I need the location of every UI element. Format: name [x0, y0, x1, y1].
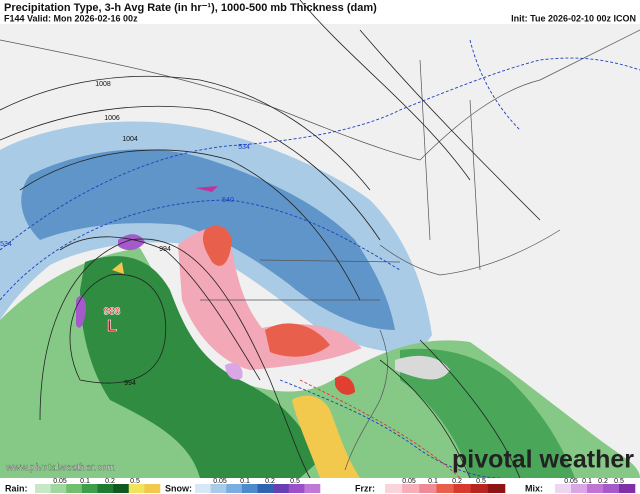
- isobar: [19, 149, 361, 301]
- legend-swatch: [603, 484, 620, 493]
- legend-swatch: [35, 484, 51, 493]
- legend-tick: 0.05: [402, 478, 416, 485]
- legend-swatch: [487, 484, 506, 493]
- isobar: [0, 105, 381, 241]
- legend: Rain: 0.05 0.1 0.2 0.5 Snow: 0.05 0.1 0.2 0.5 Frzr…: [0, 478, 640, 494]
- legend-tick: 0.2: [105, 478, 115, 485]
- watermark-url: www.pivotalweather.com: [5, 463, 116, 474]
- legend-swatch: [385, 484, 403, 493]
- watermark-brand: pivotal weather: [452, 446, 634, 474]
- legend-swatch: [436, 484, 454, 493]
- sleet-yellow: [292, 395, 360, 478]
- legend-swatch: [113, 484, 130, 493]
- sleet-yellow2: [112, 262, 124, 274]
- contour-label: 1004: [122, 136, 138, 143]
- legend-name: Mix:: [525, 483, 543, 493]
- legend-tick: 0.1: [80, 478, 90, 485]
- legend-tick: 0.5: [290, 478, 300, 485]
- legend-tick: 0.05: [564, 478, 578, 485]
- contour-label: 1006: [104, 115, 120, 122]
- legend-swatch: [470, 484, 489, 493]
- state-border: [344, 329, 388, 471]
- state-border: [419, 59, 431, 241]
- thickness-line: [0, 57, 640, 251]
- contour-label: 534: [0, 241, 12, 248]
- legend-swatch: [66, 484, 83, 493]
- isobar: [299, 0, 471, 181]
- legend-swatch: [402, 484, 420, 493]
- thickness-line: [279, 379, 501, 479]
- snow-sea: [395, 355, 450, 380]
- legend-swatch: [50, 484, 67, 493]
- state-border: [419, 29, 640, 161]
- legend-swatch: [304, 484, 321, 493]
- init-time: Init: Tue 2026-02-10 00z ICON: [511, 13, 636, 23]
- legend-swatch: [241, 484, 258, 493]
- isobar: [419, 339, 521, 479]
- contour-label: 994: [159, 246, 171, 253]
- state-border: [469, 99, 481, 271]
- legend-swatch: [273, 484, 290, 493]
- legend-swatch: [587, 484, 604, 493]
- rain-dark: [80, 256, 320, 478]
- rain-sea: [400, 348, 575, 478]
- legend-tick: 0.1: [582, 478, 592, 485]
- state-border: [0, 39, 421, 161]
- legend-swatch: [571, 484, 588, 493]
- contour-label: 1008: [95, 81, 111, 88]
- legend-tick: 0.1: [428, 478, 438, 485]
- valid-time: F144 Valid: Mon 2026-02-16 00z: [4, 13, 138, 23]
- isobar: [359, 29, 541, 221]
- mix-purple2: [76, 295, 86, 328]
- legend-tick: 0.05: [213, 478, 227, 485]
- legend-swatch: [453, 484, 472, 493]
- contour-label: 994: [124, 380, 136, 387]
- legend-tick: 0.5: [130, 478, 140, 485]
- mix-magenta: [195, 186, 218, 192]
- frzr-red1: [202, 225, 232, 266]
- frzr-red3: [335, 375, 355, 395]
- state-border: [259, 259, 401, 263]
- contour-label: 540: [222, 197, 234, 204]
- legend-swatch: [195, 484, 211, 493]
- legend-name: Snow:: [165, 483, 192, 493]
- legend-swatch: [555, 484, 572, 493]
- legend-tick: 0.2: [265, 478, 275, 485]
- contour-label: 534: [238, 144, 250, 151]
- legend-swatch: [419, 484, 437, 493]
- legend-name: Frzr:: [355, 483, 375, 493]
- isobar: [59, 236, 261, 381]
- legend-tick: 0.05: [53, 478, 67, 485]
- thickness-line: [469, 39, 521, 131]
- thickness-line: [0, 199, 401, 301]
- legend-name: Rain:: [5, 483, 28, 493]
- legend-swatch: [619, 484, 636, 493]
- legend-swatch: [288, 484, 305, 493]
- legend-swatch: [128, 484, 145, 493]
- legend-tick: 0.2: [598, 478, 608, 485]
- isobar: [0, 75, 371, 191]
- snow-dark: [21, 149, 396, 330]
- legend-swatch: [257, 484, 274, 493]
- legend-swatch: [81, 484, 98, 493]
- legend-tick: 0.1: [240, 478, 250, 485]
- low-pressure-marker: L: [107, 318, 117, 335]
- isobar: [69, 274, 167, 384]
- isobar: [379, 359, 471, 479]
- legend-swatch: [210, 484, 227, 493]
- title: Precipitation Type, 3-h Avg Rate (in hr⁻…: [4, 2, 377, 14]
- legend-tick: 0.5: [476, 478, 486, 485]
- frzr-red2: [265, 323, 330, 357]
- legend-swatch: [97, 484, 114, 493]
- legend-swatch: [144, 484, 161, 493]
- contour-label: 988: [104, 307, 121, 318]
- isobar: [39, 238, 311, 479]
- legend-swatch: [226, 484, 243, 493]
- state-border: [379, 229, 561, 276]
- legend-tick: 0.2: [452, 478, 462, 485]
- legend-tick: 0.5: [614, 478, 624, 485]
- mix-light: [225, 363, 243, 380]
